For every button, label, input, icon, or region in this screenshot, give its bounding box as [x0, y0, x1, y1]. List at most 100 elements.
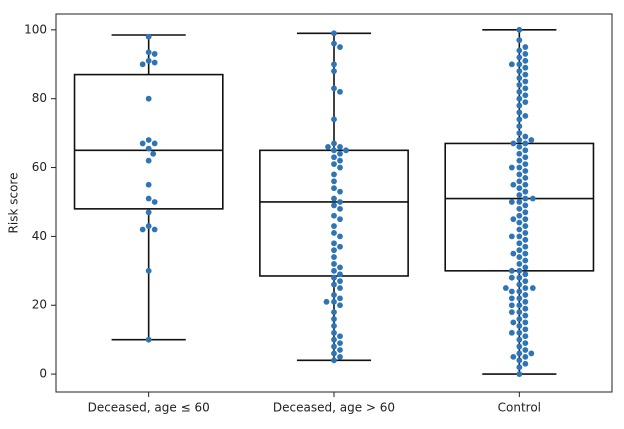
- point: [516, 75, 523, 81]
- point: [516, 54, 523, 61]
- point: [516, 240, 523, 247]
- point: [522, 292, 529, 298]
- point: [522, 140, 529, 147]
- point: [508, 164, 515, 171]
- point: [510, 181, 517, 188]
- y-tick-label: 40: [32, 229, 47, 243]
- point: [510, 353, 517, 360]
- point: [516, 212, 523, 219]
- point: [522, 340, 529, 347]
- point: [522, 99, 529, 106]
- point: [516, 95, 523, 102]
- point: [516, 26, 523, 33]
- point: [516, 143, 523, 150]
- point: [337, 347, 343, 353]
- point: [337, 278, 343, 285]
- point: [331, 185, 337, 192]
- point: [516, 219, 523, 226]
- point: [331, 195, 337, 202]
- point: [522, 216, 529, 223]
- x-tick-label: Deceased, age > 60: [273, 401, 395, 415]
- point: [145, 157, 152, 164]
- point: [508, 302, 515, 309]
- point: [337, 271, 343, 278]
- point: [522, 319, 529, 326]
- y-tick-label: 60: [32, 160, 47, 174]
- point: [145, 209, 152, 216]
- point: [331, 336, 337, 343]
- point: [331, 292, 337, 298]
- point: [145, 137, 152, 143]
- point: [337, 164, 343, 171]
- point: [331, 298, 337, 305]
- point: [145, 49, 152, 56]
- point: [516, 309, 523, 316]
- point: [516, 267, 523, 274]
- point: [516, 350, 523, 357]
- point: [522, 353, 529, 360]
- point: [516, 343, 523, 350]
- point: [516, 199, 523, 205]
- point: [151, 51, 158, 57]
- point: [522, 174, 529, 181]
- point: [145, 95, 152, 102]
- point: [139, 226, 146, 233]
- point: [522, 305, 529, 312]
- point: [516, 123, 523, 130]
- point: [331, 85, 337, 92]
- point: [522, 78, 529, 85]
- point: [508, 61, 515, 68]
- point: [516, 226, 523, 233]
- point: [337, 205, 343, 212]
- point: [522, 230, 529, 236]
- point: [331, 316, 337, 322]
- point: [337, 88, 343, 95]
- x-tick-label: Control: [498, 401, 541, 415]
- point: [145, 181, 152, 188]
- point: [522, 71, 529, 78]
- point: [522, 298, 529, 305]
- point: [516, 116, 523, 123]
- point: [510, 216, 517, 223]
- point: [516, 82, 523, 88]
- point: [139, 140, 146, 147]
- point: [522, 168, 529, 174]
- point: [145, 145, 152, 152]
- y-tick-label: 100: [24, 22, 47, 36]
- point: [516, 178, 523, 185]
- point: [145, 336, 152, 343]
- point: [331, 350, 337, 357]
- point: [516, 61, 523, 68]
- point: [331, 357, 337, 364]
- y-tick-label: 20: [32, 298, 47, 312]
- point: [145, 195, 152, 202]
- point: [508, 274, 515, 281]
- point: [337, 199, 343, 205]
- point: [522, 113, 529, 119]
- point: [522, 85, 529, 92]
- point: [331, 223, 337, 229]
- point: [508, 233, 515, 240]
- point: [516, 261, 523, 267]
- y-axis-label: Risk score: [7, 173, 21, 234]
- point: [516, 288, 523, 295]
- point: [331, 61, 337, 68]
- point: [522, 278, 529, 285]
- point: [331, 161, 337, 167]
- point: [508, 199, 515, 205]
- point: [522, 133, 529, 140]
- point: [516, 364, 523, 371]
- point: [331, 230, 337, 236]
- point: [151, 199, 158, 205]
- point: [516, 192, 523, 198]
- point: [331, 281, 337, 288]
- point: [331, 323, 337, 329]
- point: [510, 319, 517, 326]
- point: [516, 88, 523, 95]
- point: [331, 40, 337, 47]
- point: [331, 178, 337, 185]
- point: [151, 140, 158, 147]
- point: [337, 353, 343, 360]
- point: [337, 340, 343, 347]
